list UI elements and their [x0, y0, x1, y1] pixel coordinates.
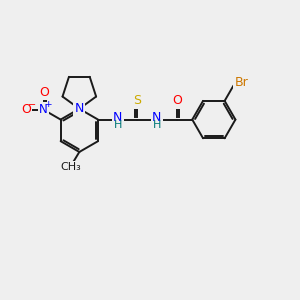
Text: S: S — [133, 94, 141, 107]
Text: N: N — [75, 102, 84, 115]
Text: O: O — [21, 103, 31, 116]
Text: O: O — [172, 94, 182, 107]
Text: H: H — [113, 121, 122, 130]
Text: −: − — [28, 100, 36, 110]
Text: Br: Br — [235, 76, 248, 89]
Text: N: N — [113, 111, 122, 124]
Text: O: O — [40, 85, 50, 99]
Text: H: H — [153, 121, 161, 130]
Text: N: N — [152, 111, 162, 124]
Text: N: N — [39, 103, 48, 116]
Text: +: + — [44, 100, 51, 109]
Text: CH₃: CH₃ — [60, 162, 81, 172]
